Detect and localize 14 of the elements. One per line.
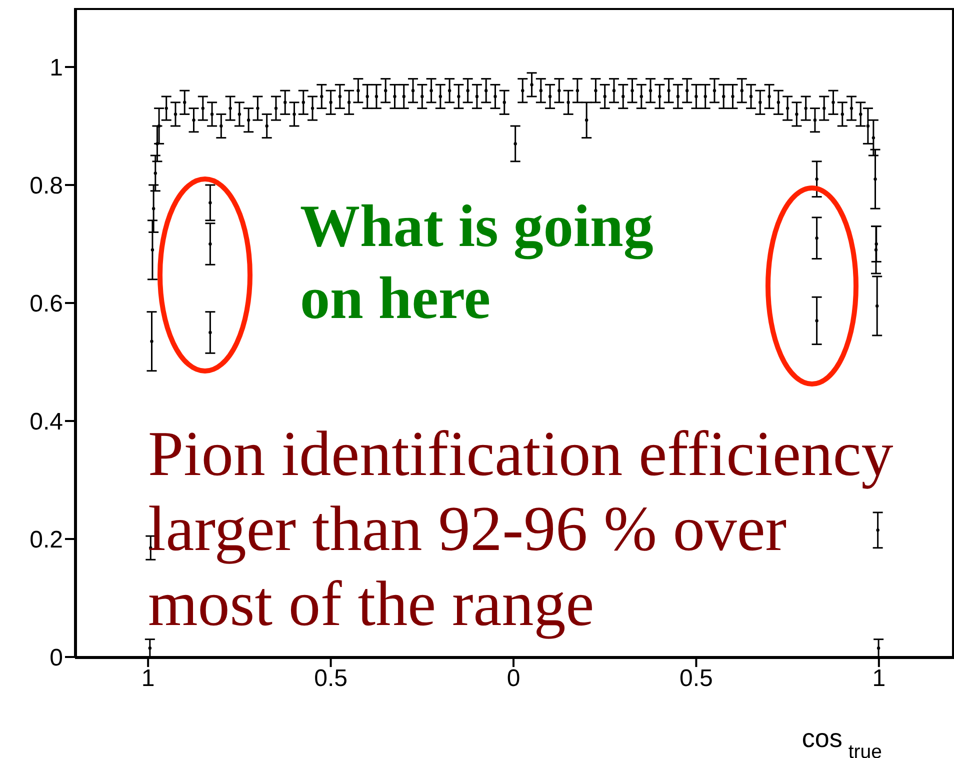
x-tick-label: 1 — [872, 665, 886, 692]
x-tick-label: 1 — [141, 665, 155, 692]
annotation: What is going on here — [300, 192, 654, 333]
y-tick-label: 0 — [50, 644, 63, 672]
x-tick-label: 0 — [506, 665, 520, 692]
x-tick-label: 0.5 — [314, 665, 348, 692]
y-tick-label: 1 — [50, 54, 63, 82]
y-tick-label: 0.4 — [30, 408, 63, 436]
x-tick-label: 0.5 — [680, 665, 713, 692]
annotation: Pion identification efficiency larger than 92-96 % over most of the range — [148, 417, 894, 641]
y-tick-label: 0.8 — [30, 172, 63, 200]
y-tick-label: 0.2 — [30, 526, 63, 554]
y-tick-label: 0.6 — [30, 290, 63, 318]
x-axis-title: cos$_{true}$ — [802, 723, 882, 758]
